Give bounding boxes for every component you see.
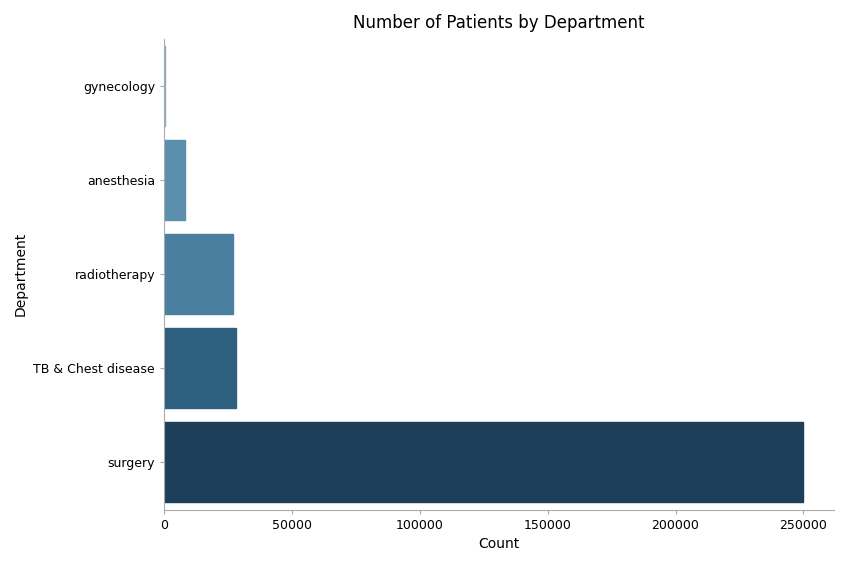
X-axis label: Count: Count (478, 537, 520, 551)
Bar (165, 234, 233, 314)
Bar (165, 328, 236, 408)
Title: Number of Patients by Department: Number of Patients by Department (354, 14, 644, 32)
Bar (165, 140, 185, 220)
Bar (165, 423, 803, 502)
Y-axis label: Department: Department (14, 232, 28, 316)
